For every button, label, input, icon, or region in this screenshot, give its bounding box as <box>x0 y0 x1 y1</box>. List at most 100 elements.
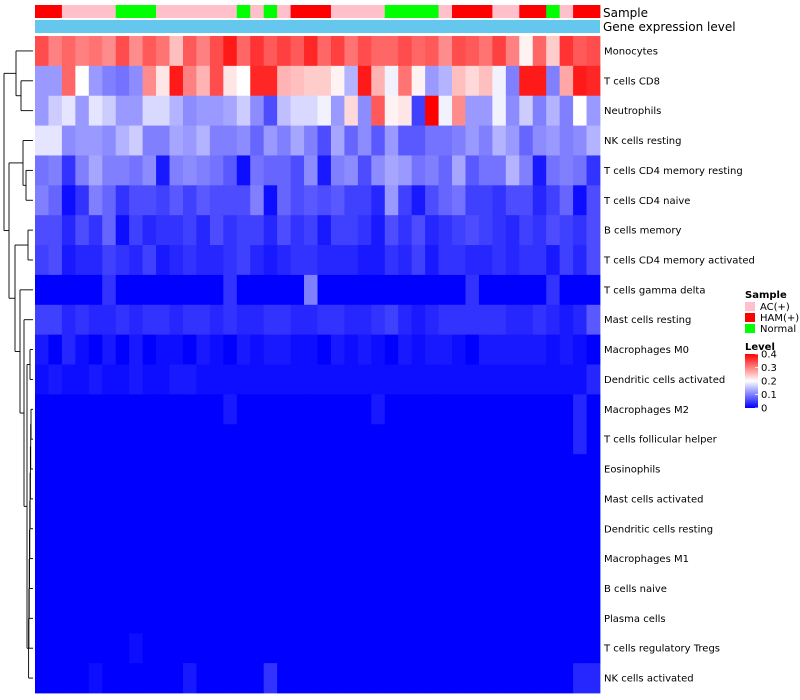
heatmap-cell <box>156 364 170 395</box>
heatmap-cell <box>452 454 466 485</box>
heatmap-cell <box>492 304 507 336</box>
heatmap-cell <box>371 95 386 126</box>
heatmap-cell <box>559 483 574 515</box>
heatmap-cell <box>546 633 561 664</box>
heatmap-cell <box>478 185 493 216</box>
heatmap-cell <box>546 513 561 545</box>
heatmap-cell <box>129 155 144 186</box>
heatmap-cell <box>384 95 399 126</box>
heatmap-cell <box>277 36 291 67</box>
heatmap-cell <box>425 36 439 67</box>
heatmap-cell <box>142 245 157 276</box>
heatmap-cell <box>35 185 49 216</box>
heatmap-cell <box>586 603 601 634</box>
heatmap-cell <box>209 36 224 67</box>
heatmap-cell <box>344 364 359 395</box>
row-labels: Monocytes T cells CD8 Neutrophils NK cells … <box>603 46 755 684</box>
heatmap-cell <box>546 274 561 306</box>
heatmap-cell <box>35 364 49 395</box>
heatmap-cell <box>142 274 157 306</box>
heatmap-cell <box>478 543 493 574</box>
heatmap-cell <box>156 573 170 604</box>
heatmap-cell <box>438 304 453 336</box>
heatmap-cell <box>452 155 466 186</box>
sample-annotation-cell <box>48 5 63 18</box>
heatmap-cell <box>573 633 587 664</box>
heatmap-cell <box>263 274 278 306</box>
heatmap-cell <box>330 185 345 216</box>
heatmap-cell <box>209 573 224 604</box>
heatmap-cell <box>169 304 184 336</box>
heatmap-cell <box>35 424 49 455</box>
heatmap-cell <box>182 394 197 425</box>
heatmap-cell <box>398 483 413 515</box>
heatmap-cell <box>290 454 305 485</box>
sample-annotation-cell <box>559 5 574 18</box>
heatmap-cell <box>317 364 332 395</box>
heatmap-cell <box>330 633 345 664</box>
sample-annotation-cell <box>263 5 278 18</box>
heatmap-cell <box>196 483 211 515</box>
heatmap-cell <box>88 513 103 545</box>
heatmap-cell <box>384 185 399 216</box>
heatmap-cell <box>384 215 399 246</box>
heatmap-cell <box>586 95 601 126</box>
heatmap-cell <box>586 245 601 276</box>
heatmap-cell <box>425 633 439 664</box>
heatmap-cell <box>223 36 238 67</box>
heatmap-cell <box>371 125 386 156</box>
heatmap-cell <box>48 454 63 485</box>
heatmap-cell <box>61 65 76 97</box>
heatmap-cell <box>532 36 547 67</box>
heatmap-cell <box>115 454 130 485</box>
heatmap-cell <box>290 334 305 365</box>
heatmap-cell <box>142 155 157 186</box>
heatmap-cell <box>559 95 574 126</box>
heatmap-cell <box>88 65 103 97</box>
heatmap-cell <box>586 663 601 694</box>
sample-annotation-cell <box>492 5 507 18</box>
heatmap-cell <box>61 483 76 515</box>
heatmap-cell <box>425 245 439 276</box>
heatmap-cell <box>156 245 170 276</box>
heatmap-cell <box>75 245 90 276</box>
legend-sample-entries: AC(+)HAM(+)Normal <box>745 302 799 335</box>
heatmap-cell <box>102 543 117 574</box>
heatmap-cell <box>290 215 305 246</box>
heatmap-cell <box>102 394 117 425</box>
heatmap-cell <box>532 364 547 395</box>
heatmap-cell <box>573 573 587 604</box>
legend-swatch <box>745 324 755 333</box>
sample-annotation-cell <box>344 5 359 18</box>
heatmap-cell <box>304 36 318 67</box>
heatmap-cell <box>196 573 211 604</box>
heatmap-cell <box>384 424 399 455</box>
heatmap-cell <box>465 185 480 216</box>
heatmap-cell <box>75 543 90 574</box>
sample-annotation-cell <box>61 5 76 18</box>
heatmap-cell <box>290 155 305 186</box>
heatmap-cell <box>48 95 63 126</box>
heatmap-cell <box>223 274 238 306</box>
heatmap-cell <box>452 185 466 216</box>
heatmap-cell <box>142 454 157 485</box>
heatmap-cell <box>357 334 372 365</box>
heatmap-cell <box>532 603 547 634</box>
heatmap-cell <box>357 603 372 634</box>
heatmap-cell <box>317 513 332 545</box>
heatmap-cell <box>209 334 224 365</box>
heatmap-cell <box>263 394 278 425</box>
heatmap-cell <box>196 633 211 664</box>
heatmap-cell <box>182 215 197 246</box>
heatmap-cell <box>398 424 413 455</box>
heatmap-cell <box>88 185 103 216</box>
heatmap-cell <box>129 394 144 425</box>
heatmap-cell <box>465 513 480 545</box>
heatmap-cell <box>532 513 547 545</box>
heatmap-cell <box>156 304 170 336</box>
heatmap-cell <box>156 95 170 126</box>
heatmap-cell <box>304 274 318 306</box>
heatmap-cell <box>156 334 170 365</box>
sample-annotation-cell <box>35 5 49 18</box>
heatmap-cell <box>478 663 493 694</box>
